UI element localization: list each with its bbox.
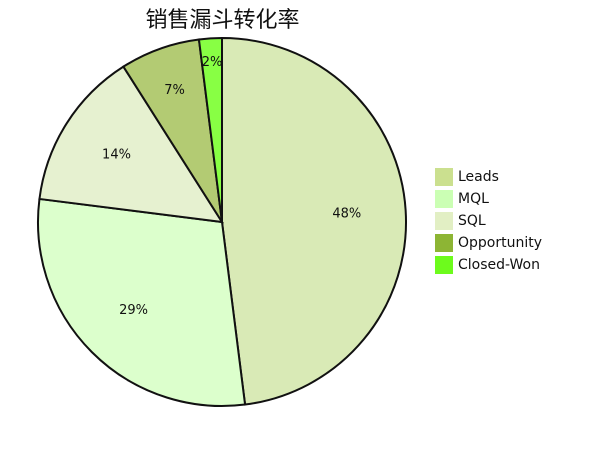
legend-item-mql: MQL — [435, 188, 542, 210]
legend-label: SQL — [458, 213, 486, 229]
legend-label: MQL — [458, 191, 489, 207]
slice-label-opportunity: 7% — [164, 83, 185, 98]
pie-slice-leads — [221, 36, 408, 406]
slice-label-sql: 14% — [102, 148, 131, 163]
slice-label-leads: 48% — [332, 207, 361, 222]
pie-slice-sql — [38, 65, 224, 224]
pie-slice-mql — [37, 197, 247, 407]
legend: Leads MQL SQL Opportunity Closed-Won — [435, 166, 542, 276]
legend-item-opportunity: Opportunity — [435, 232, 542, 254]
legend-item-leads: Leads — [435, 166, 542, 188]
slice-label-closed-won: 2% — [202, 55, 223, 70]
legend-swatch — [435, 190, 453, 208]
chart-title: 销售漏斗转化率 — [145, 8, 300, 33]
legend-swatch — [435, 168, 453, 186]
legend-label: Closed-Won — [458, 257, 540, 273]
legend-label: Leads — [458, 169, 499, 185]
legend-swatch — [435, 212, 453, 230]
slice-label-mql: 29% — [119, 303, 148, 318]
legend-swatch — [435, 256, 453, 274]
legend-swatch — [435, 234, 453, 252]
legend-item-sql: SQL — [435, 210, 542, 232]
pie-slice-closed-won — [197, 36, 223, 223]
legend-item-closed-won: Closed-Won — [435, 254, 542, 276]
legend-label: Opportunity — [458, 235, 543, 251]
